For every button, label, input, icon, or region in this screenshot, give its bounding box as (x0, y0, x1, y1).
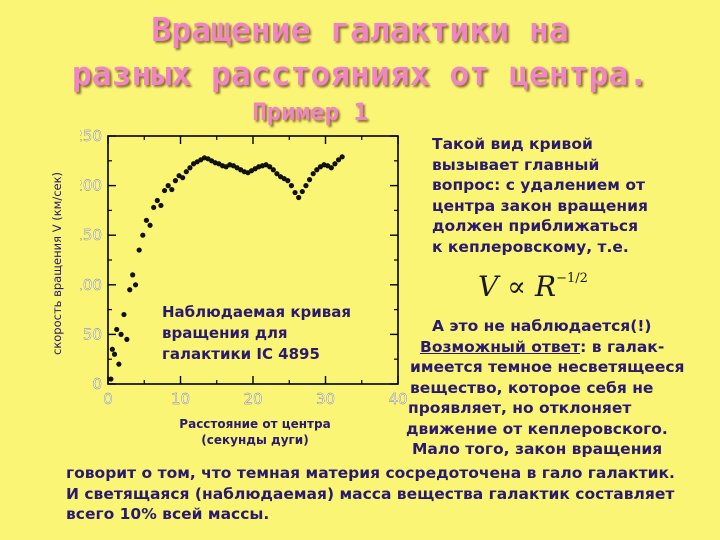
data-point (296, 194, 302, 201)
title-line-1: Вращение галактики на (151, 10, 569, 49)
data-point (151, 204, 157, 211)
x-tick-label: 40 (388, 390, 407, 408)
answer-text: А это не наблюдается(!) Возможный ответ:… (406, 316, 718, 460)
data-point (332, 161, 338, 167)
bottom-line: И светящаяся (наблюдаемая) масса веществ… (66, 484, 675, 503)
answer-line: движение от кеплеровского. (406, 419, 668, 438)
data-point (314, 167, 320, 173)
data-point (165, 183, 171, 189)
data-point (169, 186, 175, 193)
data-point (292, 189, 298, 196)
x-axis-label-line-2: (секунды дуги) (201, 433, 309, 447)
data-point (143, 217, 150, 223)
kepler-formula: V ∝ R−1/2 (478, 270, 588, 303)
right-text-line: должен приближаться (432, 217, 639, 235)
data-point (154, 197, 160, 204)
data-point (136, 247, 142, 253)
data-point (285, 178, 291, 184)
answer-first-line: Возможный ответ: в галак- (418, 337, 718, 358)
answer-label: Возможный ответ (420, 337, 581, 356)
data-point (306, 177, 313, 183)
bottom-line: говорит о том, что темная материя сосред… (66, 464, 675, 482)
x-tick-label: 30 (316, 390, 335, 408)
y-axis-label: скорость вращения V (км/сек) (50, 171, 64, 355)
data-point (299, 188, 305, 195)
answer-line: Мало того, закон вращения (412, 440, 663, 458)
y-tick-label: 100 (80, 276, 102, 294)
chart-axes (107, 135, 399, 385)
data-point (180, 175, 186, 181)
caption-line-1: Наблюдаемая кривая (162, 303, 352, 321)
data-point (303, 183, 309, 189)
data-point (118, 331, 124, 337)
y-tick-label: 250 (80, 128, 102, 145)
y-tick-label: 200 (80, 177, 102, 195)
x-tick-label: 10 (171, 390, 190, 408)
rotation-curve-chart: 0 10 20 30 40 0 50 100 150 200 250 (80, 128, 408, 408)
caption-line-3: галактики IC 4895 (162, 345, 320, 363)
bottom-line: всего 10% всей массы. (66, 505, 270, 523)
answer-line: имеется темное несветящееся (410, 358, 685, 376)
slide-title: Вращение галактики на разных расстояниях… (0, 8, 720, 96)
data-point (187, 165, 193, 171)
x-axis-label: Расстояние от центра (секунды дуги) (165, 416, 345, 448)
data-point (114, 326, 120, 333)
formula-lhs: V (478, 270, 499, 303)
data-point (310, 171, 316, 177)
data-point (109, 346, 115, 352)
data-point (270, 167, 276, 173)
chart-caption: Наблюдаемая кривая вращения для галактик… (162, 302, 382, 365)
data-point (161, 187, 168, 194)
data-point (267, 164, 273, 170)
answer-rest: : в галак- (580, 337, 665, 356)
y-tick-label: 50 (83, 325, 102, 343)
conclusion-text: говорит о том, что темная материя сосред… (66, 463, 716, 525)
data-point (140, 232, 146, 238)
x-tick-label: 0 (103, 390, 113, 408)
right-text-line: центра закон вращения (432, 196, 648, 215)
data-point (183, 169, 189, 175)
answer-line: вещество, которое себя не (410, 378, 654, 397)
formula-rhs: R (535, 270, 557, 303)
x-axis-label-line-1: Расстояние от центра (179, 417, 331, 431)
data-point (274, 171, 280, 177)
answer-line: проявляет, но отклоняет (408, 399, 632, 417)
x-tick-label: 20 (243, 390, 262, 408)
y-tick-label: 150 (80, 226, 102, 244)
right-text-line: к кеплеровскому, т.е. (432, 237, 629, 256)
data-point (335, 157, 342, 163)
chart-tick-labels: 0 10 20 30 40 0 50 100 150 200 250 (80, 128, 408, 408)
title-line-2: разных расстояниях от центра. (71, 54, 649, 93)
data-point (127, 287, 133, 293)
data-point (339, 154, 345, 160)
data-point (108, 376, 114, 382)
right-text-line: вызывает главный (432, 155, 600, 174)
answer-intro: А это не наблюдается(!) (432, 317, 652, 335)
data-point (111, 351, 118, 357)
kepler-question-text: Такой вид кривой вызывает главный вопрос… (432, 134, 712, 257)
data-point (147, 222, 153, 228)
data-point (132, 282, 139, 288)
data-point (116, 361, 122, 367)
formula-exponent: −1/2 (556, 271, 588, 286)
data-point (158, 202, 164, 209)
y-tick-label: 0 (92, 375, 102, 393)
data-point (288, 183, 295, 189)
data-point (328, 165, 334, 171)
chart-points (108, 154, 345, 382)
data-point (124, 336, 130, 342)
right-text-line: вопрос: с удалением от (432, 176, 646, 194)
data-point (130, 272, 136, 278)
formula-op: ∝ (507, 270, 527, 303)
data-point (121, 311, 127, 318)
right-text-line: Такой вид кривой (432, 135, 593, 153)
data-point (172, 178, 179, 184)
caption-line-2: вращения для (162, 324, 288, 342)
slide-subtitle: Пример 1 (252, 98, 368, 126)
